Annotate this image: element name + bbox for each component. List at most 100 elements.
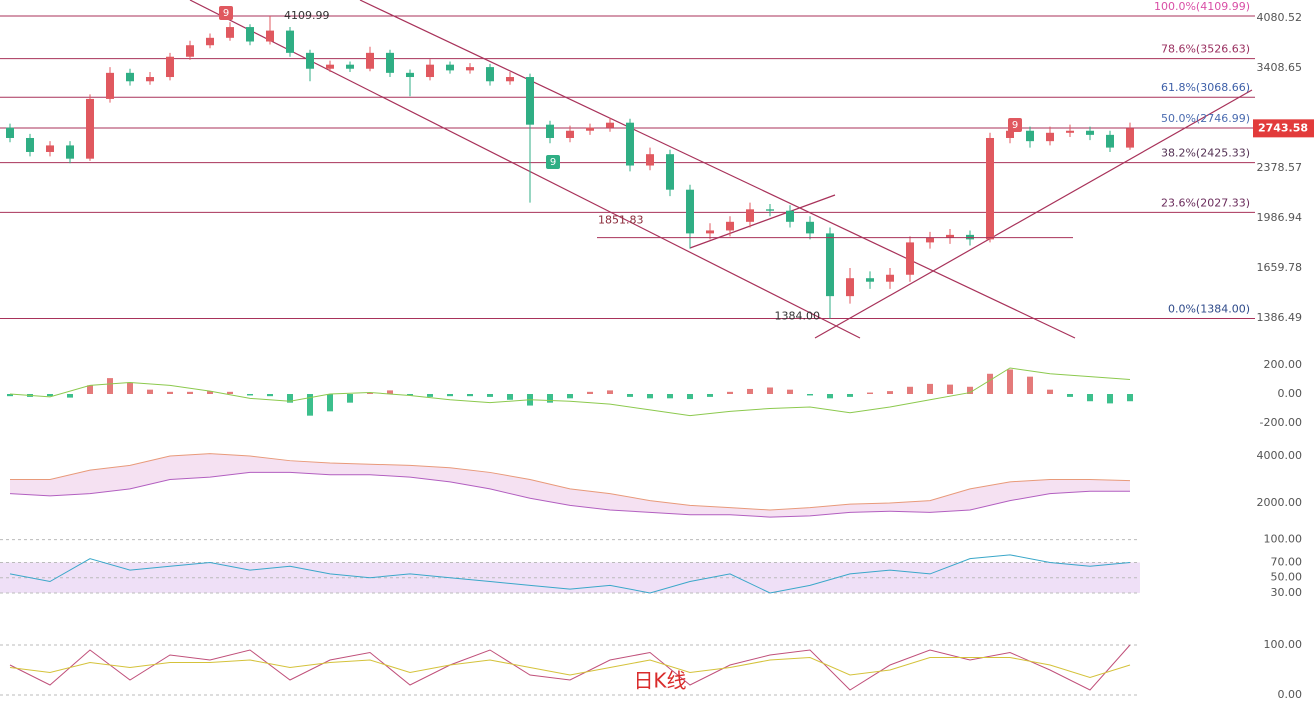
candle-body — [106, 72, 114, 99]
candle-body — [1066, 130, 1074, 133]
macd-bar — [87, 385, 93, 394]
band-area — [10, 453, 1130, 518]
trend-line — [689, 194, 836, 249]
macd-bar — [767, 387, 773, 394]
y-tick-label: 2000.00 — [1257, 496, 1303, 509]
macd-bar — [827, 394, 833, 399]
signal-marker-label: 9 — [550, 157, 556, 168]
channel-line — [359, 0, 1076, 339]
candle-body — [1086, 130, 1094, 135]
macd-bar — [107, 378, 113, 394]
macd-bar — [387, 390, 393, 394]
candle-body — [546, 124, 554, 138]
candle-body — [906, 242, 914, 275]
macd-bar — [787, 389, 793, 394]
candle-body — [506, 77, 514, 82]
macd-bar — [667, 394, 673, 399]
macd-bar — [467, 394, 473, 397]
price-tag — [1253, 119, 1314, 138]
candle-body — [486, 67, 494, 82]
candle-body — [6, 127, 14, 138]
candle-body — [406, 72, 414, 78]
fib-label: 61.8%(3068.66) — [1161, 81, 1250, 94]
candle-body — [46, 145, 54, 152]
candle-body — [766, 209, 774, 211]
candle-body — [826, 233, 834, 297]
macd-bar — [1127, 394, 1133, 402]
candle-body — [846, 278, 854, 297]
y-tick-label: 30.00 — [1271, 586, 1303, 599]
macd-bar — [1107, 394, 1113, 404]
macd-bar — [507, 394, 513, 400]
rsi-line — [9, 554, 1131, 594]
macd-bar — [1087, 394, 1093, 402]
candle-body — [806, 221, 814, 234]
candle-body — [386, 52, 394, 73]
candle-body — [146, 77, 154, 82]
y-tick-label: 0.00 — [1278, 688, 1303, 701]
candle-body — [86, 98, 94, 159]
macd-bar — [327, 394, 333, 412]
macd-bar — [747, 388, 753, 394]
y-tick-label: 1386.49 — [1257, 311, 1303, 324]
candle-body — [306, 52, 314, 69]
price-tag-label: 2743.58 — [1258, 121, 1308, 134]
y-tick-label: 4000.00 — [1257, 449, 1303, 462]
candle-body — [226, 27, 234, 38]
candle-body — [986, 137, 994, 240]
macd-bar — [687, 394, 693, 400]
candle-body — [646, 154, 654, 166]
candle-body — [426, 64, 434, 78]
lower-band — [9, 471, 1130, 518]
candle-body — [626, 122, 634, 166]
fib-label: 78.6%(3526.63) — [1161, 43, 1250, 56]
macd-bar — [807, 394, 813, 396]
candle-body — [206, 37, 214, 46]
candle-body — [526, 77, 534, 125]
fib-label: 50.0%(2746.99) — [1161, 112, 1250, 125]
fib-label: 23.6%(2027.33) — [1161, 196, 1250, 209]
macd-bar — [447, 394, 453, 397]
y-tick-label: 70.00 — [1271, 555, 1303, 568]
macd-bar — [927, 383, 933, 394]
macd-bar — [307, 394, 313, 416]
candle-body — [166, 56, 174, 78]
macd-bar — [247, 394, 253, 396]
macd-bar — [427, 394, 433, 397]
macd-bar — [407, 394, 413, 396]
signal-marker — [1008, 118, 1022, 132]
candle-body — [686, 189, 694, 234]
macd-bar — [1067, 394, 1073, 397]
y-tick-label: 50.00 — [1271, 571, 1303, 584]
y-tick-label: 0.00 — [1278, 387, 1303, 400]
caption: 日K线 — [633, 669, 686, 693]
y-tick-label: 1659.78 — [1257, 261, 1303, 274]
macd-bar — [127, 382, 133, 394]
signal-marker-label: 9 — [223, 8, 229, 19]
signal-marker-label: 9 — [1012, 120, 1018, 131]
fib-label: 38.2%(2425.33) — [1161, 147, 1250, 160]
macd-bar — [1027, 376, 1033, 394]
candle-body — [126, 72, 134, 82]
signal-marker — [219, 6, 233, 20]
candle-body — [606, 122, 614, 128]
macd-bar — [47, 394, 53, 397]
candle-body — [26, 137, 34, 152]
fib-label: 0.0%(1384.00) — [1168, 303, 1250, 316]
macd-bar — [627, 394, 633, 397]
candle-body — [1006, 130, 1014, 138]
macd-bar — [167, 391, 173, 394]
candle-body — [186, 45, 194, 57]
macd-bar — [187, 391, 193, 394]
macd-bar — [587, 391, 593, 394]
y-tick-label: 100.00 — [1264, 533, 1303, 546]
macd-bar — [347, 394, 353, 403]
y-tick-label: -200.00 — [1260, 416, 1302, 429]
candle-body — [886, 274, 894, 282]
d-line — [9, 656, 1131, 679]
macd-bar — [867, 392, 873, 394]
high-label: 4109.99 — [284, 9, 330, 22]
candle-body — [446, 64, 454, 71]
